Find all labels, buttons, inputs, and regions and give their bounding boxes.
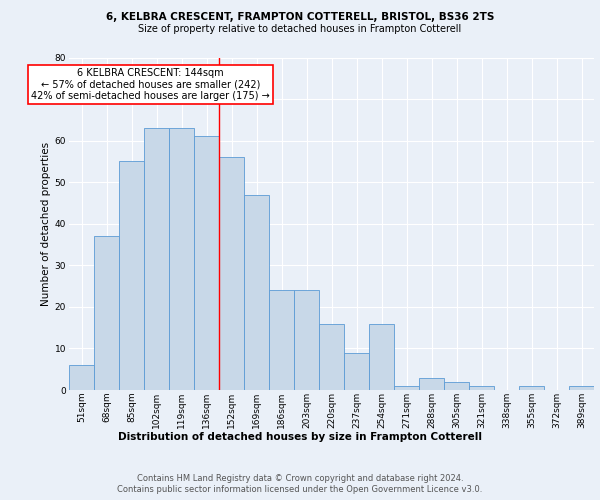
Bar bbox=[69, 365, 94, 390]
Text: Distribution of detached houses by size in Frampton Cotterell: Distribution of detached houses by size … bbox=[118, 432, 482, 442]
Bar bbox=[244, 194, 269, 390]
Bar bbox=[344, 352, 369, 390]
Text: 6, KELBRA CRESCENT, FRAMPTON COTTERELL, BRISTOL, BS36 2TS: 6, KELBRA CRESCENT, FRAMPTON COTTERELL, … bbox=[106, 12, 494, 22]
Bar bbox=[369, 324, 394, 390]
Bar bbox=[194, 136, 219, 390]
Text: 6 KELBRA CRESCENT: 144sqm
← 57% of detached houses are smaller (242)
42% of semi: 6 KELBRA CRESCENT: 144sqm ← 57% of detac… bbox=[31, 68, 269, 101]
Bar bbox=[419, 378, 444, 390]
Bar bbox=[94, 236, 119, 390]
Bar bbox=[269, 290, 294, 390]
Bar bbox=[519, 386, 544, 390]
Bar bbox=[219, 157, 244, 390]
Bar bbox=[444, 382, 469, 390]
Text: Contains HM Land Registry data © Crown copyright and database right 2024.: Contains HM Land Registry data © Crown c… bbox=[137, 474, 463, 483]
Bar bbox=[569, 386, 594, 390]
Y-axis label: Number of detached properties: Number of detached properties bbox=[41, 142, 50, 306]
Text: Contains public sector information licensed under the Open Government Licence v3: Contains public sector information licen… bbox=[118, 485, 482, 494]
Bar bbox=[394, 386, 419, 390]
Bar bbox=[319, 324, 344, 390]
Text: Size of property relative to detached houses in Frampton Cotterell: Size of property relative to detached ho… bbox=[139, 24, 461, 34]
Bar bbox=[469, 386, 494, 390]
Bar bbox=[144, 128, 169, 390]
Bar bbox=[294, 290, 319, 390]
Bar bbox=[169, 128, 194, 390]
Bar bbox=[119, 162, 144, 390]
